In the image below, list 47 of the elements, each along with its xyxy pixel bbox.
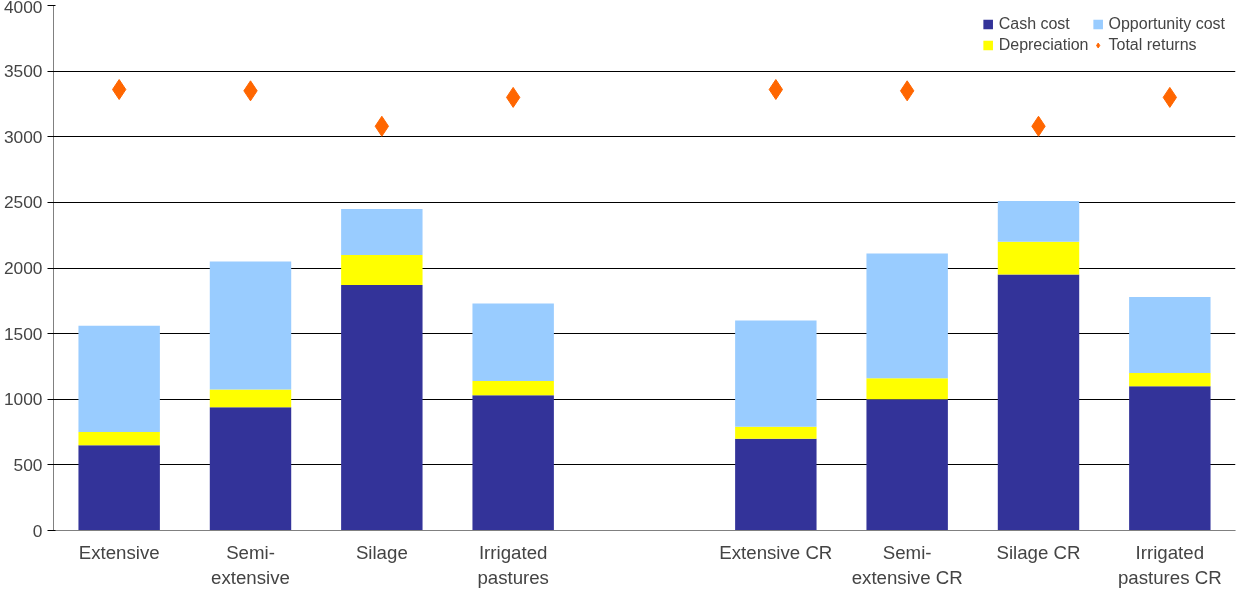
legend-label: Cash cost bbox=[998, 15, 1070, 33]
x-tick-label: Silage bbox=[355, 541, 408, 563]
bar bbox=[1129, 386, 1211, 531]
bar bbox=[472, 395, 554, 531]
bar bbox=[997, 241, 1080, 275]
bar bbox=[78, 445, 160, 531]
bar bbox=[735, 426, 817, 439]
bar bbox=[997, 274, 1080, 531]
x-tick-label: Silage CR bbox=[996, 541, 1081, 563]
y-tick-label: 0 bbox=[32, 520, 43, 541]
y-tick-label: 1000 bbox=[3, 389, 43, 410]
bar bbox=[472, 303, 554, 381]
bar bbox=[866, 399, 948, 531]
point bbox=[112, 79, 127, 100]
bar bbox=[209, 389, 292, 408]
bar bbox=[341, 208, 423, 255]
bar bbox=[209, 407, 292, 531]
x-tick-label: Extensive bbox=[78, 541, 160, 563]
y-tick-label: 3000 bbox=[3, 126, 43, 147]
bar bbox=[341, 254, 423, 286]
x-tick-label: Semi-extensive CR bbox=[851, 541, 963, 588]
bar bbox=[1129, 296, 1211, 373]
x-tick-label: Extensive CR bbox=[719, 541, 833, 563]
y-tick-label: 2500 bbox=[3, 192, 43, 213]
bar bbox=[78, 432, 160, 446]
legend-label: Opportunity cost bbox=[1108, 15, 1225, 33]
y-tick-label: 4000 bbox=[3, 0, 43, 17]
bar bbox=[341, 285, 423, 531]
y-tick-label: 3500 bbox=[3, 61, 43, 82]
bar bbox=[866, 253, 948, 379]
legend-label: Depreciation bbox=[998, 36, 1089, 54]
bar bbox=[997, 201, 1080, 242]
y-tick-label: 500 bbox=[13, 454, 43, 475]
bar bbox=[1129, 373, 1211, 387]
y-tick-label: 1500 bbox=[3, 323, 43, 344]
bar bbox=[866, 378, 948, 400]
bar bbox=[78, 325, 160, 433]
legend-label: Total returns bbox=[1108, 36, 1197, 54]
bar bbox=[209, 261, 292, 390]
x-tick-label: Irrigated pastures bbox=[477, 541, 549, 588]
y-tick-label: 2000 bbox=[3, 258, 43, 278]
bar bbox=[472, 380, 554, 396]
bar bbox=[735, 320, 817, 427]
x-tick-label: Irrigated pastures CR bbox=[1117, 541, 1222, 588]
x-tick-label: Semi-extensive bbox=[211, 541, 290, 588]
point bbox=[768, 79, 783, 100]
bar bbox=[735, 438, 817, 531]
